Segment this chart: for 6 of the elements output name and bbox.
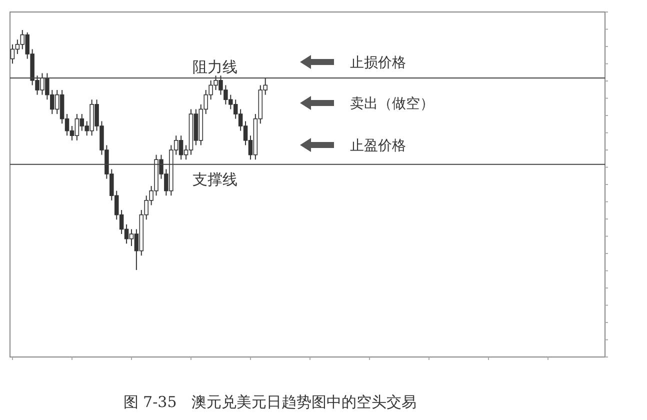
caption: 图 7-35 澳元兑美元日趋势图中的空头交易 bbox=[123, 393, 417, 411]
ref-line-label: 支撑线 bbox=[192, 170, 238, 188]
ref-line-label: 阻力线 bbox=[192, 58, 238, 76]
annotation: 卖出（做空） bbox=[350, 96, 434, 112]
annotation: 止损价格 bbox=[350, 55, 406, 71]
annotation: 止盈价格 bbox=[350, 138, 406, 154]
